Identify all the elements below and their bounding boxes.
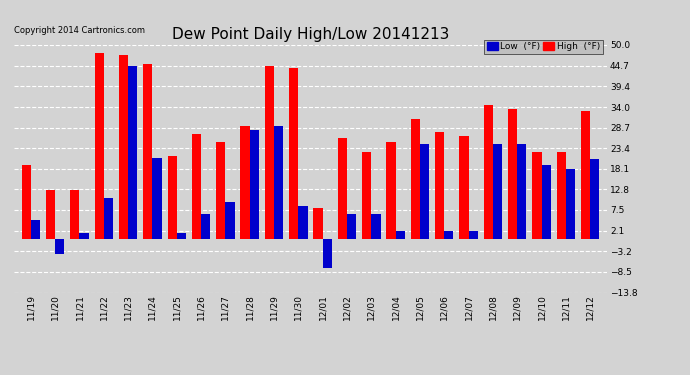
Bar [371, 214, 381, 239]
Bar [216, 142, 226, 239]
Bar [411, 119, 420, 239]
Bar [177, 233, 186, 239]
Bar [493, 144, 502, 239]
Bar [289, 68, 298, 239]
Bar [104, 198, 113, 239]
Bar [460, 136, 469, 239]
Bar [508, 109, 518, 239]
Bar [240, 126, 250, 239]
Bar [274, 126, 284, 239]
Bar [435, 132, 444, 239]
Bar [469, 231, 477, 239]
Bar [313, 208, 323, 239]
Bar [395, 231, 405, 239]
Bar [21, 165, 31, 239]
Bar [265, 66, 274, 239]
Bar [201, 214, 210, 239]
Bar [362, 152, 371, 239]
Bar [31, 220, 40, 239]
Bar [192, 134, 201, 239]
Text: Copyright 2014 Cartronics.com: Copyright 2014 Cartronics.com [14, 26, 145, 35]
Bar [55, 239, 64, 255]
Bar [168, 156, 177, 239]
Bar [444, 231, 453, 239]
Bar [386, 142, 395, 239]
Bar [557, 152, 566, 239]
Bar [70, 190, 79, 239]
Bar [226, 202, 235, 239]
Bar [420, 144, 429, 239]
Bar [347, 214, 356, 239]
Bar [532, 152, 542, 239]
Bar [590, 159, 600, 239]
Bar [95, 53, 103, 239]
Bar [323, 239, 332, 268]
Bar [298, 206, 308, 239]
Bar [119, 55, 128, 239]
Bar [337, 138, 347, 239]
Bar [79, 233, 89, 239]
Bar [128, 66, 137, 239]
Title: Dew Point Daily High/Low 20141213: Dew Point Daily High/Low 20141213 [172, 27, 449, 42]
Bar [542, 165, 551, 239]
Bar [152, 158, 161, 239]
Bar [144, 64, 152, 239]
Bar [566, 169, 575, 239]
Bar [581, 111, 590, 239]
Bar [46, 190, 55, 239]
Bar [518, 144, 526, 239]
Bar [250, 130, 259, 239]
Legend: Low  (°F), High  (°F): Low (°F), High (°F) [484, 40, 602, 54]
Bar [484, 105, 493, 239]
